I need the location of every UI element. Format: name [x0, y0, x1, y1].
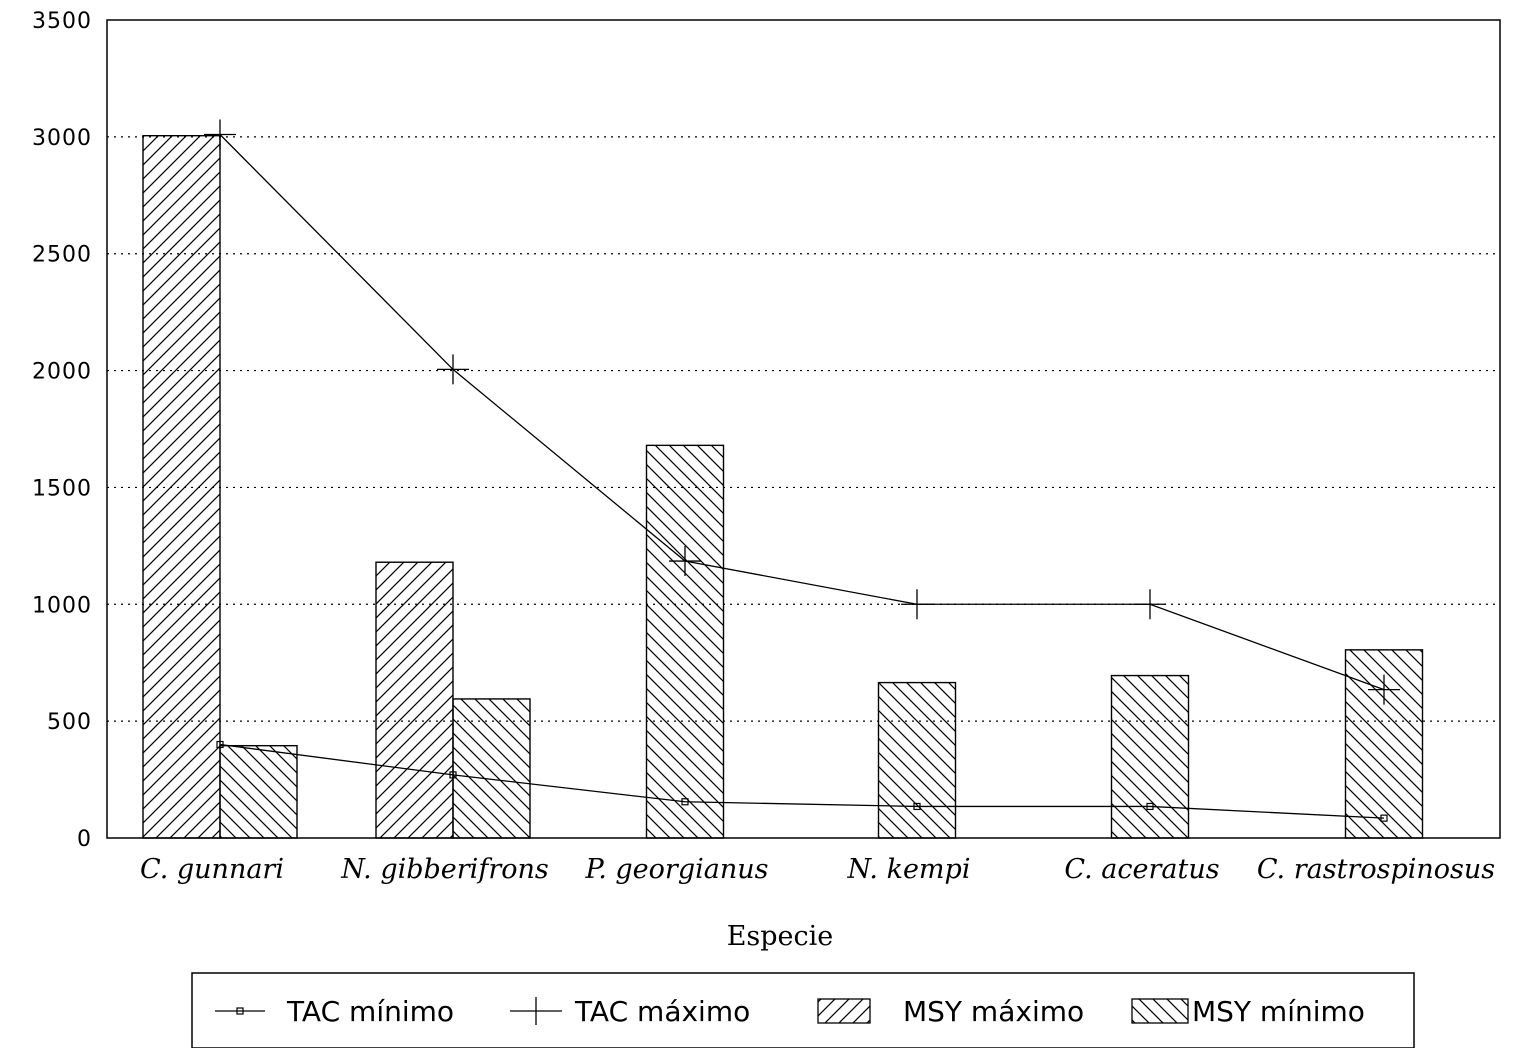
- legend-label-msy-maximo: MSY máximo: [903, 995, 1084, 1028]
- legend-label-msy-minimo: MSY mínimo: [1192, 995, 1365, 1028]
- bar-msy-minimo-p-georgianus: [645, 444, 725, 839]
- bar-msy-maximo-c-gunnari: [142, 134, 221, 839]
- point-tac-maximo-n-gibberifrons: [437, 354, 469, 385]
- y-tick-label-1000: 1000: [32, 593, 92, 618]
- x-tick-label-n-kempi: N. kempi: [847, 854, 971, 885]
- point-tac-maximo-p-georgianus: [669, 546, 701, 577]
- line-tac-minimo: [219, 743, 1385, 819]
- point-tac-minimo-c-rastrospinosus: [1380, 814, 1388, 822]
- bar-msy-maximo-n-gibberifrons: [375, 561, 454, 839]
- point-tac-minimo-p-georgianus: [681, 798, 689, 806]
- x-axis-label: Especie: [727, 921, 834, 952]
- legend-item-msy-minimo: MSY mínimo: [1131, 995, 1365, 1028]
- y-tick-label-500: 500: [47, 710, 92, 735]
- y-tick-label-2500: 2500: [32, 243, 92, 268]
- point-tac-maximo-c-gunnari: [204, 119, 236, 150]
- y-tick-label-0: 0: [77, 827, 92, 852]
- legend-item-msy-maximo: MSY máximo: [817, 995, 1084, 1028]
- x-tick-label-p-georgianus: P. georgianus: [585, 854, 769, 885]
- point-tac-maximo-n-kempi: [901, 589, 933, 620]
- legend-item-tac-maximo: TAC máximo: [510, 995, 750, 1028]
- point-tac-minimo-c-aceratus: [1146, 802, 1154, 811]
- legend-frame: [191, 972, 1415, 1048]
- bar-msy-minimo-n-kempi: [877, 681, 957, 839]
- bars: [142, 134, 1424, 839]
- grid-lines: [107, 136, 1500, 722]
- y-tick-label-3500: 3500: [32, 9, 92, 34]
- point-tac-minimo-n-kempi: [913, 802, 921, 811]
- y-axis-ticks: 0 500 1000 1500 2000 2500 3000 3500: [32, 9, 92, 852]
- legend-marker-tac-minimo: [236, 1007, 244, 1015]
- x-tick-label-c-aceratus: C. aceratus: [1064, 854, 1219, 885]
- y-tick-label-3000: 3000: [32, 126, 92, 151]
- plot-area-frame: [106, 19, 1501, 839]
- legend-swatch-msy-maximo: [817, 998, 871, 1024]
- point-tac-minimo-c-gunnari: [216, 740, 224, 749]
- legend-label-tac-minimo: TAC mínimo: [286, 995, 454, 1028]
- point-tac-maximo-c-rastrospinosus: [1368, 674, 1400, 705]
- point-tac-minimo-n-gibberifrons: [449, 771, 457, 779]
- x-tick-label-c-gunnari: C. gunnari: [140, 854, 284, 885]
- bar-msy-minimo-n-gibberifrons: [452, 698, 531, 839]
- legend-swatch-msy-minimo: [1131, 998, 1189, 1024]
- legend-item-tac-minimo: TAC mínimo: [215, 995, 454, 1028]
- y-tick-label-2000: 2000: [32, 360, 92, 385]
- legend-label-tac-maximo: TAC máximo: [574, 995, 750, 1028]
- x-tick-label-c-rastrospinosus: C. rastrospinosus: [1257, 854, 1495, 885]
- bar-msy-minimo-c-gunnari: [219, 744, 298, 839]
- line-tac-maximo: [219, 134, 1385, 691]
- legend: TAC mínimo TAC máximo MSY máximo MSY mín…: [191, 972, 1415, 1048]
- lines: [204, 119, 1400, 822]
- bar-msy-minimo-c-aceratus: [1110, 674, 1190, 839]
- x-tick-label-n-gibberifrons: N. gibberifrons: [340, 854, 548, 885]
- x-axis-category-labels: C. gunnari N. gibberifrons P. georgianus N.…: [140, 854, 1495, 885]
- point-tac-maximo-c-aceratus: [1134, 589, 1166, 620]
- y-tick-label-1500: 1500: [32, 476, 92, 501]
